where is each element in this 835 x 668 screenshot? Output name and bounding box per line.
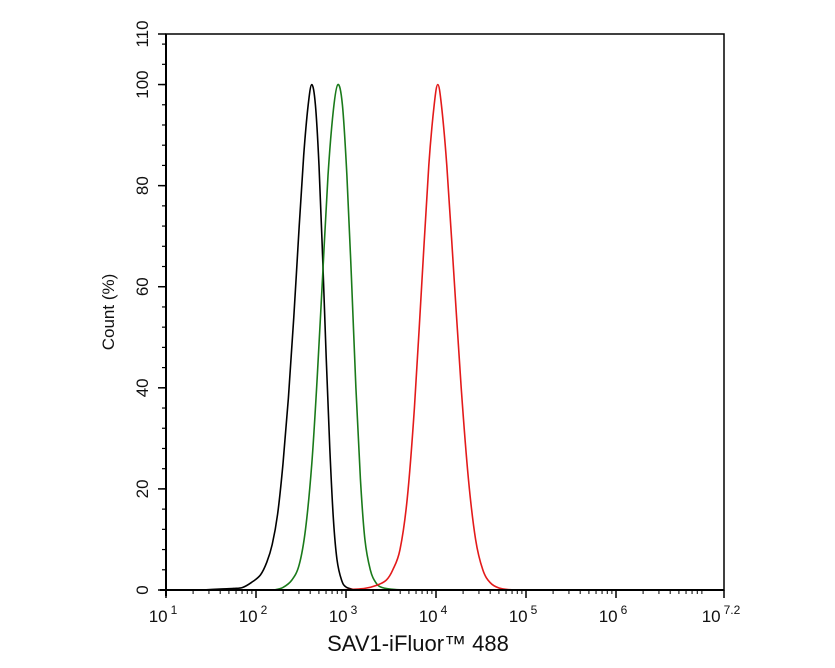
x-axis-ticks: 10 1 10 2 10 3 10 4 10 5 10 6 10 7.2 bbox=[149, 590, 741, 626]
y-tick-label: 0 bbox=[133, 585, 152, 594]
x-tick-label: 10 2 bbox=[239, 603, 268, 626]
y-axis-ticks: 0 20 40 60 80 100 110 bbox=[133, 20, 166, 595]
y-tick-label: 20 bbox=[133, 479, 152, 498]
plot-frame bbox=[165, 33, 725, 591]
y-axis-title: Count (%) bbox=[99, 274, 118, 351]
x-tick-label: 10 7.2 bbox=[702, 603, 741, 626]
histogram-curves bbox=[201, 83, 513, 591]
x-tick-label: 10 3 bbox=[329, 603, 358, 626]
y-tick-label: 40 bbox=[133, 378, 152, 397]
x-tick-label: 10 6 bbox=[599, 603, 628, 626]
histogram-curve bbox=[273, 83, 419, 591]
histogram-curve bbox=[336, 83, 513, 591]
y-tick-label: 60 bbox=[133, 277, 152, 296]
x-tick-label: 10 1 bbox=[149, 603, 178, 626]
y-tick-label: 100 bbox=[133, 70, 152, 98]
histogram-curve bbox=[201, 83, 374, 591]
x-axis-title: SAV1-iFluor™ 488 bbox=[327, 631, 509, 656]
x-tick-label: 10 4 bbox=[419, 603, 448, 626]
y-tick-label: 110 bbox=[133, 20, 152, 47]
x-tick-label: 10 5 bbox=[509, 603, 538, 626]
y-tick-label: 80 bbox=[133, 176, 152, 195]
